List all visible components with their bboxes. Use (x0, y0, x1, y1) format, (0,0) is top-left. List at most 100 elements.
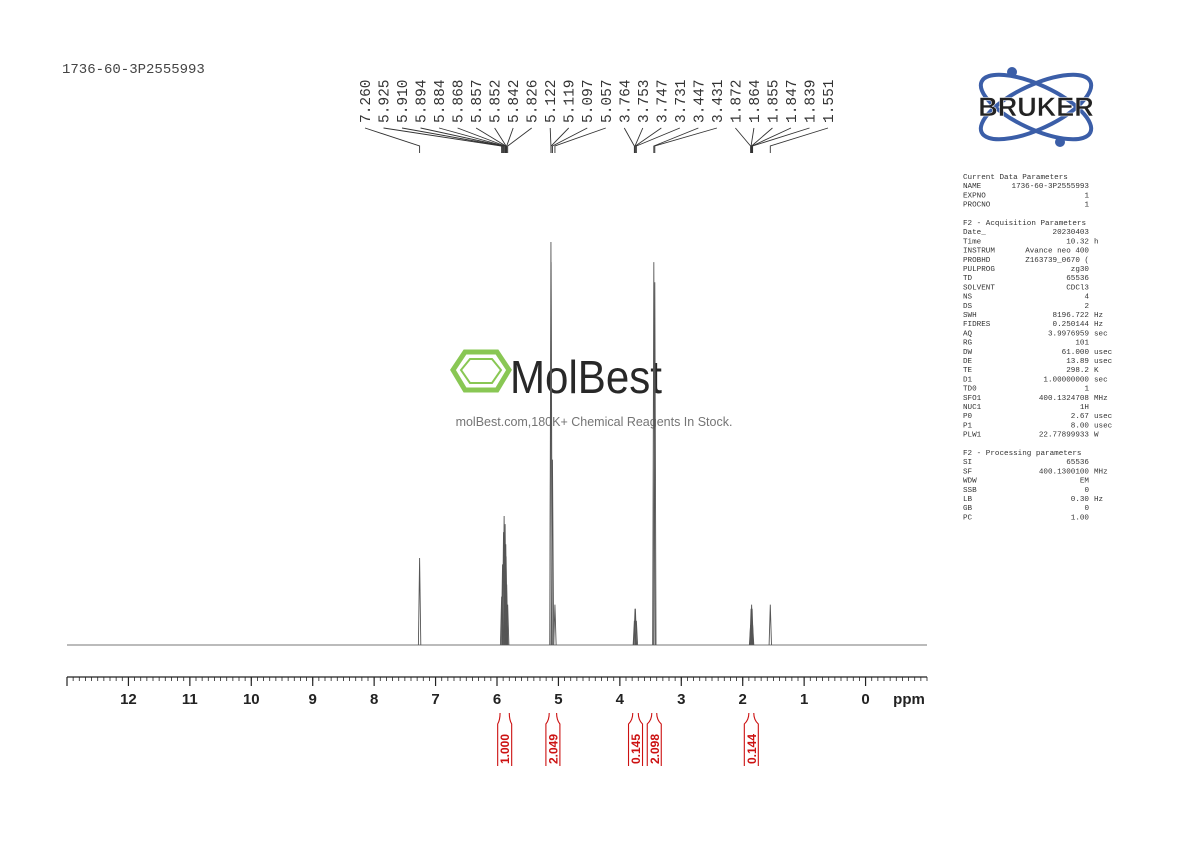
param-unit: sec (1094, 376, 1108, 384)
peak-leader (751, 127, 773, 153)
param-value: 22.77899933 (1039, 432, 1090, 440)
peak (506, 604, 510, 646)
param-value: 20230403 (1053, 229, 1090, 237)
integral-label: 2.049 (546, 734, 560, 764)
param-name: RG (963, 340, 973, 348)
peak-label: 5.119 (563, 79, 579, 123)
logo-orbit (978, 72, 1094, 142)
param-name: D1 (963, 376, 973, 384)
param-value: 8196.722 (1053, 312, 1090, 320)
peak-label: 5.826 (526, 79, 542, 123)
param-value: 0.250144 (1053, 321, 1090, 329)
peak (652, 262, 656, 646)
param-name: PROBHD (963, 257, 991, 265)
peak-leader (750, 127, 755, 153)
param-name: TD (963, 275, 973, 283)
param-name: WDW (963, 478, 977, 486)
param-name: PC (963, 514, 973, 522)
param-unit: usec (1094, 422, 1112, 430)
param-value: 0.30 (1071, 496, 1090, 504)
param-value: 1H (1080, 404, 1089, 412)
param-value: 0 (1084, 505, 1089, 513)
peak-label: 3.431 (711, 79, 727, 123)
x-tick-label: 2 (739, 691, 747, 708)
param-unit: usec (1094, 413, 1112, 421)
peak-label: 5.910 (396, 79, 412, 123)
param-value: EM (1080, 478, 1090, 486)
peak-leader (654, 127, 718, 153)
x-tick-label: 7 (431, 691, 439, 708)
peak-label: 1.872 (729, 79, 745, 123)
peak-leader (653, 127, 699, 153)
param-value: 65536 (1066, 459, 1089, 467)
param-name: DW (963, 349, 973, 357)
param-unit: K (1094, 367, 1099, 375)
param-value: 400.1324708 (1039, 395, 1090, 403)
param-name: SWH (963, 312, 977, 320)
param-name: DS (963, 303, 973, 311)
param-value: 65536 (1066, 275, 1089, 283)
peak-leader (554, 127, 606, 153)
param-name: SF (963, 468, 973, 476)
x-tick-label: 12 (120, 691, 137, 708)
param-value: 2.67 (1071, 413, 1089, 421)
peak-label: 5.852 (489, 79, 505, 123)
integral-bracket (743, 712, 759, 766)
param-name: PULPROG (963, 266, 995, 274)
param-unit: Hz (1094, 321, 1103, 329)
param-name: TE (963, 367, 973, 375)
integral-bracket (545, 712, 561, 766)
param-value: Z163739_0670 ( (1025, 257, 1089, 265)
peak-label: 5.868 (452, 79, 468, 123)
sample-id: 1736-60-3P2555993 (62, 62, 205, 78)
param-value: 1736-60-3P2555993 (1012, 183, 1090, 191)
param-name: NAME (963, 183, 982, 191)
peak-label: 5.057 (600, 79, 616, 123)
param-name: P0 (963, 413, 973, 421)
param-value: 8.00 (1071, 422, 1090, 430)
peak-label: 5.122 (544, 79, 560, 123)
peak-label: 1.551 (822, 79, 838, 123)
integral-label: 2.098 (648, 734, 662, 764)
param-value: 298.2 (1066, 367, 1089, 375)
peak-label: 5.884 (433, 79, 449, 123)
watermark-icon (450, 349, 512, 393)
peak-label: 3.447 (692, 79, 708, 123)
param-unit: W (1094, 432, 1099, 440)
param-name: EXPNO (963, 192, 986, 200)
param-name: AQ (963, 330, 973, 338)
watermark-icon (459, 358, 503, 384)
param-value: CDCl3 (1066, 284, 1089, 292)
param-name: GB (963, 505, 973, 513)
param-unit: sec (1094, 330, 1108, 338)
peak-label: 3.753 (637, 79, 653, 123)
integral-bracket (646, 712, 662, 766)
param-name: SOLVENT (963, 284, 995, 292)
param-value: 1 (1084, 386, 1089, 394)
peak-leader (635, 127, 681, 153)
param-value: 101 (1075, 340, 1089, 348)
param-name: NS (963, 294, 973, 302)
peak-label: 3.747 (655, 79, 671, 123)
peak-label: 5.842 (507, 79, 523, 123)
param-value: 61.000 (1062, 349, 1090, 357)
param-name: SFO1 (963, 395, 982, 403)
param-value: zg30 (1071, 266, 1090, 274)
peak-leader (623, 127, 635, 153)
param-name: Date_ (963, 229, 986, 237)
param-name: PROCNO (963, 202, 991, 210)
x-tick-label: 1 (800, 691, 808, 708)
param-value: 2 (1084, 303, 1089, 311)
peak-label: 7.260 (359, 79, 375, 123)
peak (550, 459, 555, 646)
peak (417, 557, 422, 646)
peak (750, 624, 755, 646)
param-value: 10.32 (1066, 238, 1089, 246)
param-name: NUC1 (963, 404, 982, 412)
peak-label: 5.894 (415, 79, 431, 123)
peak-label: 3.731 (674, 79, 690, 123)
param-value: 1 (1084, 192, 1089, 200)
peak-leader (506, 127, 514, 153)
